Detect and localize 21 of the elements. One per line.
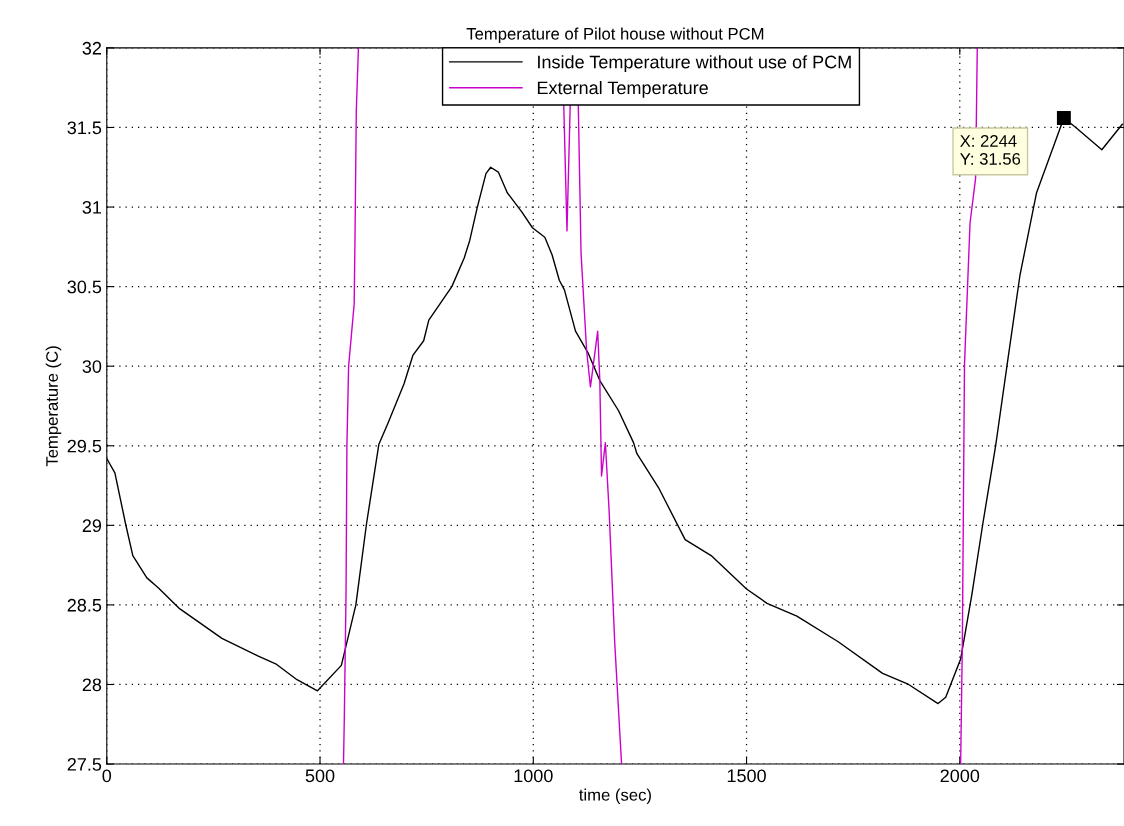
y-tick-label: 29 bbox=[82, 519, 102, 533]
y-tick-label: 30.5 bbox=[67, 280, 102, 294]
annotation: X: 2244 Y: 31.56 bbox=[960, 135, 1021, 165]
y-tick-label: 27.5 bbox=[67, 757, 102, 771]
x-tick-label: 500 bbox=[305, 769, 335, 783]
y-tick-label: 28.5 bbox=[67, 598, 102, 612]
x-tick-label: 0 bbox=[102, 769, 112, 783]
x-tick-label: 1000 bbox=[514, 769, 553, 783]
y-tick-label: 31 bbox=[82, 200, 102, 214]
y-tick-label: 31.5 bbox=[67, 121, 102, 135]
y-tick-label: 32 bbox=[82, 41, 102, 55]
y-tick-label: 30 bbox=[82, 360, 102, 373]
x-tick-label: 2000 bbox=[940, 769, 980, 783]
y-tick-label: 28 bbox=[82, 678, 102, 692]
chart-title: Temperature of Pilot house without PCM bbox=[466, 27, 764, 44]
y-tick-label: 29.5 bbox=[67, 439, 102, 453]
x-axis-title: time (sec) bbox=[579, 788, 651, 805]
x-tick-label: 1500 bbox=[727, 769, 766, 783]
legend-label: Inside Temperature without use of PCM bbox=[538, 55, 851, 72]
legend-label: External Temperature bbox=[537, 80, 708, 98]
y-axis-title: Temperature (C) bbox=[45, 346, 62, 467]
